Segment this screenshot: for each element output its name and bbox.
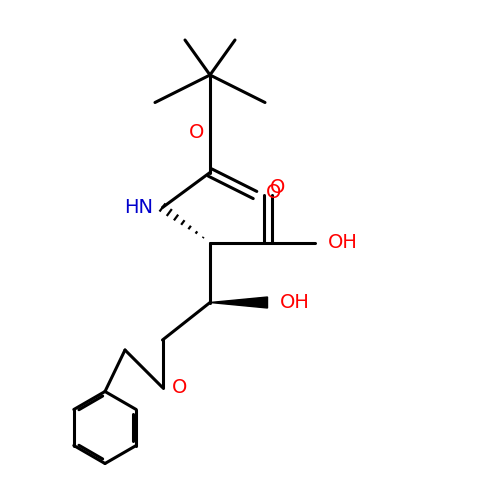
Polygon shape	[210, 297, 268, 308]
Text: HN: HN	[124, 198, 154, 217]
Text: O: O	[172, 378, 187, 397]
Text: O: O	[270, 178, 285, 197]
Text: O: O	[266, 183, 281, 202]
Text: O: O	[188, 123, 204, 142]
Text: OH: OH	[328, 233, 358, 252]
Text: OH: OH	[280, 293, 310, 312]
